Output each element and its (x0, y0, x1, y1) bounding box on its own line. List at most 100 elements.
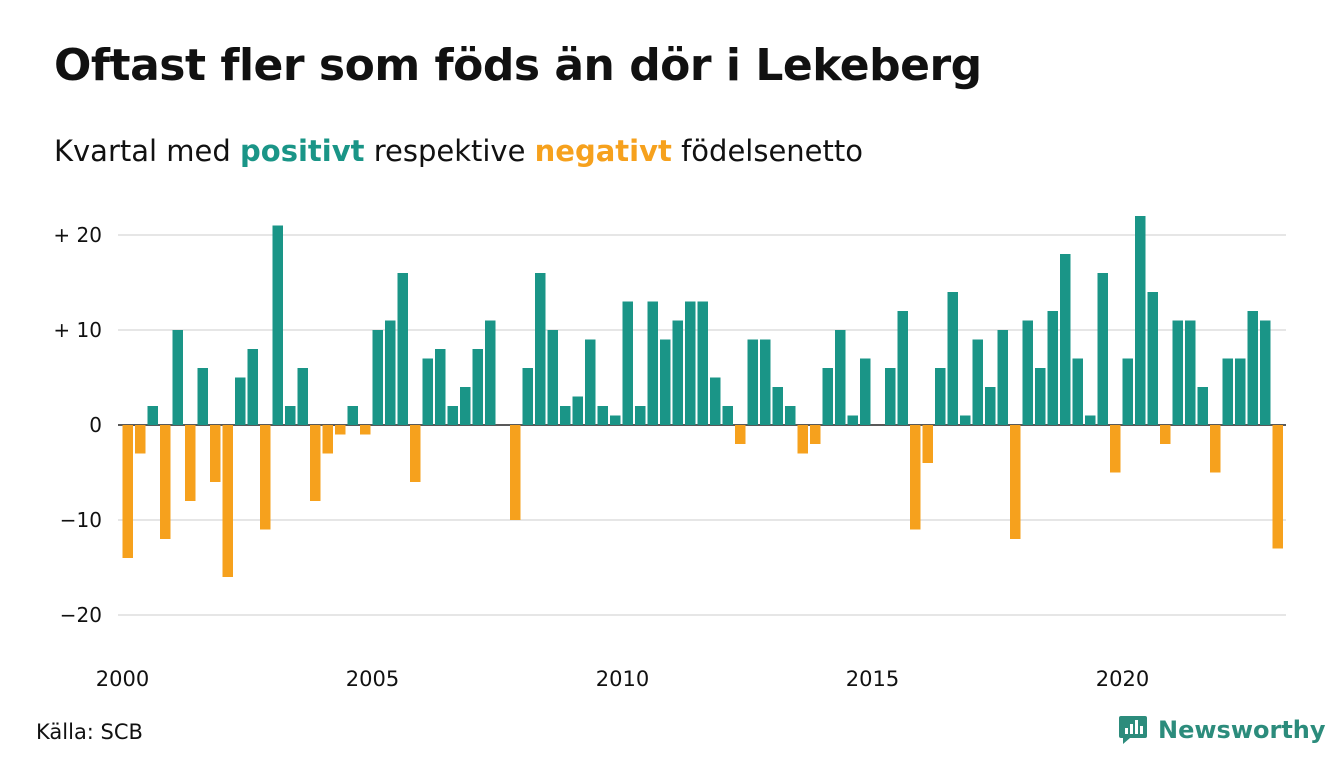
bar-19[interactable] (360, 425, 371, 435)
bar-78[interactable] (1097, 273, 1109, 425)
bar-64[interactable] (922, 425, 934, 463)
bar-15[interactable] (310, 425, 321, 501)
source-note: Källa: SCB (36, 720, 143, 744)
bar-56[interactable] (822, 368, 834, 425)
bar-87[interactable] (1210, 425, 1221, 473)
bar-77[interactable] (1085, 415, 1096, 426)
bar-51[interactable] (760, 339, 771, 426)
bar-6[interactable] (197, 368, 209, 425)
bar-9[interactable] (235, 377, 246, 426)
bar-80[interactable] (1122, 358, 1134, 426)
bar-31[interactable] (510, 425, 521, 520)
bar-83[interactable] (1160, 425, 1171, 444)
bar-28[interactable] (472, 349, 484, 425)
y-tick-label: + 10 (53, 318, 102, 342)
bar-29[interactable] (485, 320, 496, 426)
bar-45[interactable] (685, 301, 696, 426)
bar-54[interactable] (797, 425, 809, 454)
subtitle-text-middle: respektive (364, 134, 535, 168)
bar-25[interactable] (435, 349, 446, 425)
bar-88[interactable] (1222, 358, 1234, 426)
bar-42[interactable] (647, 301, 659, 426)
subtitle-text-after: födelsenetto (671, 134, 863, 168)
bar-0[interactable] (122, 425, 134, 558)
bar-57[interactable] (835, 330, 846, 425)
bar-18[interactable] (347, 406, 359, 425)
newsworthy-logo[interactable]: Newsworthy (1118, 714, 1326, 746)
bar-23[interactable] (410, 425, 421, 482)
bar-66[interactable] (947, 292, 959, 425)
y-tick-label: 0 (89, 413, 102, 437)
bar-53[interactable] (785, 406, 796, 425)
bar-5[interactable] (185, 425, 196, 501)
bar-8[interactable] (222, 425, 234, 577)
bar-73[interactable] (1035, 368, 1046, 425)
bar-70[interactable] (997, 330, 1009, 425)
bar-84[interactable] (1172, 320, 1184, 426)
bar-63[interactable] (910, 425, 921, 530)
bar-7[interactable] (210, 425, 221, 482)
bar-92[interactable] (1272, 425, 1284, 549)
bar-10[interactable] (247, 349, 259, 425)
bar-48[interactable] (722, 406, 734, 425)
bar-32[interactable] (522, 368, 534, 425)
bar-4[interactable] (172, 330, 184, 425)
bar-26[interactable] (447, 406, 459, 425)
bar-59[interactable] (860, 358, 871, 426)
bar-69[interactable] (985, 387, 996, 425)
bar-61[interactable] (885, 368, 896, 425)
bar-20[interactable] (372, 330, 384, 425)
bar-33[interactable] (535, 273, 546, 425)
bar-43[interactable] (660, 339, 671, 426)
bar-11[interactable] (260, 425, 271, 530)
bar-85[interactable] (1185, 320, 1196, 426)
bar-1[interactable] (135, 425, 146, 454)
bar-24[interactable] (422, 358, 434, 426)
chart-subtitle: Kvartal med positivt respektive negativt… (54, 134, 863, 168)
bar-17[interactable] (335, 425, 346, 435)
bar-72[interactable] (1022, 320, 1034, 426)
bar-22[interactable] (397, 273, 409, 425)
bar-76[interactable] (1072, 358, 1084, 426)
bar-91[interactable] (1260, 320, 1271, 426)
bar-14[interactable] (297, 368, 309, 425)
bar-34[interactable] (547, 330, 559, 425)
bar-46[interactable] (697, 301, 709, 426)
bar-37[interactable] (585, 339, 596, 426)
bar-74[interactable] (1047, 311, 1059, 425)
bar-35[interactable] (560, 406, 571, 425)
bar-12[interactable] (272, 225, 284, 426)
bar-40[interactable] (622, 301, 634, 426)
bar-38[interactable] (597, 406, 609, 425)
bar-36[interactable] (572, 396, 584, 426)
bar-27[interactable] (460, 387, 471, 425)
bar-81[interactable] (1135, 216, 1146, 425)
bar-67[interactable] (960, 415, 971, 426)
bar-89[interactable] (1235, 358, 1246, 426)
bar-58[interactable] (847, 415, 859, 426)
bar-47[interactable] (710, 377, 721, 426)
bar-44[interactable] (672, 320, 684, 426)
bar-50[interactable] (747, 339, 759, 426)
bar-79[interactable] (1110, 425, 1121, 473)
bar-21[interactable] (385, 320, 396, 426)
y-tick-label: −20 (60, 603, 102, 627)
bar-90[interactable] (1247, 311, 1259, 425)
bar-65[interactable] (935, 368, 946, 425)
bar-49[interactable] (735, 425, 746, 444)
bar-86[interactable] (1197, 387, 1209, 425)
bar-41[interactable] (635, 406, 646, 425)
bar-2[interactable] (147, 406, 159, 425)
bar-3[interactable] (160, 425, 171, 539)
bar-55[interactable] (810, 425, 821, 444)
bar-16[interactable] (322, 425, 334, 454)
bar-62[interactable] (897, 311, 909, 425)
bar-71[interactable] (1010, 425, 1021, 539)
bar-39[interactable] (610, 415, 621, 426)
bar-13[interactable] (285, 406, 296, 425)
bar-52[interactable] (772, 387, 784, 425)
bar-82[interactable] (1147, 292, 1159, 425)
bar-75[interactable] (1060, 254, 1071, 425)
bar-68[interactable] (972, 339, 984, 426)
